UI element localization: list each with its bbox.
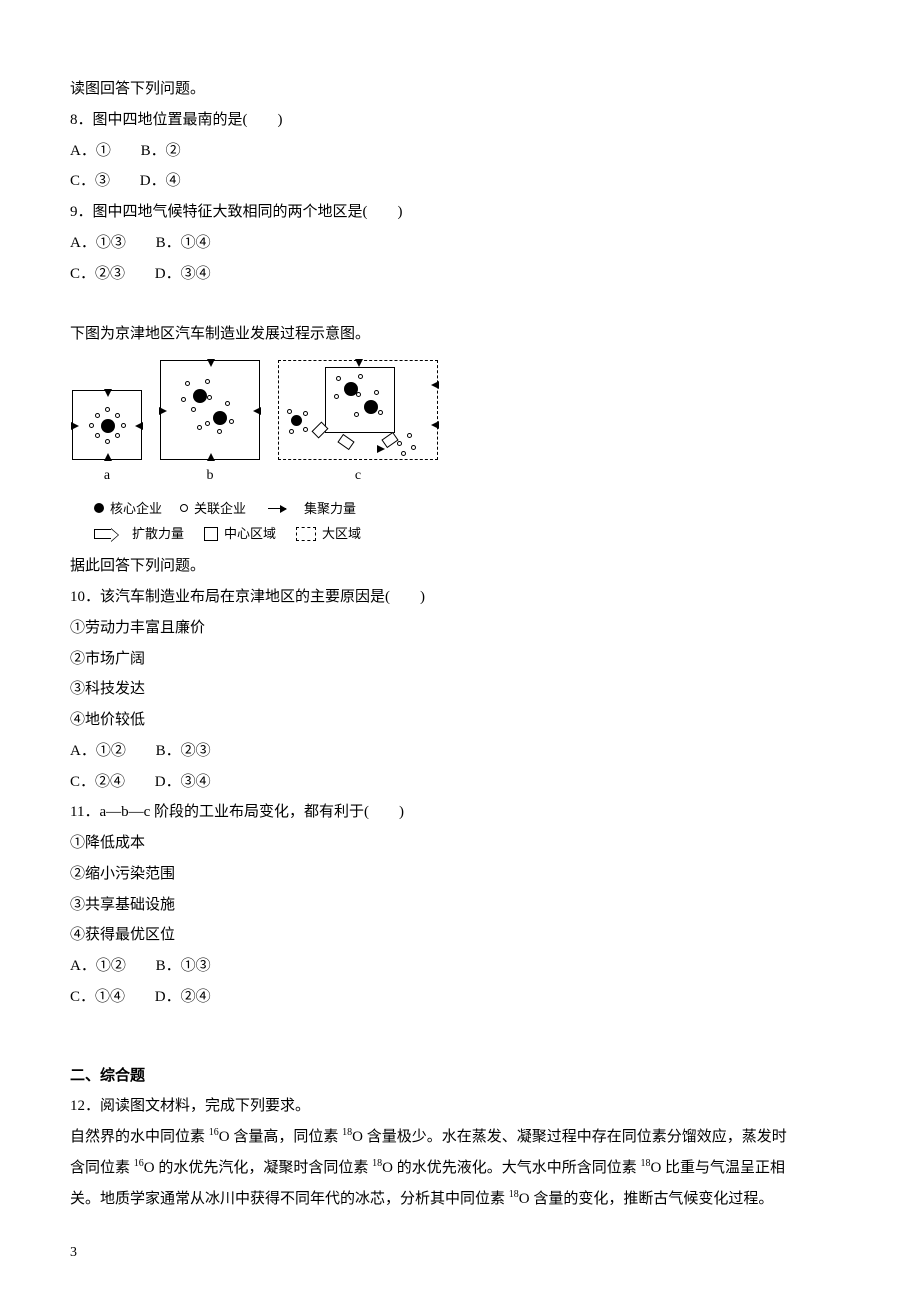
q12-para-line1: 自然界的水中同位素 16O 含量高，同位素 18O 含量极少。水在蒸发、凝聚过程… — [70, 1122, 850, 1153]
figure-legend: 核心企业 关联企业 集聚力量 扩散力量 中心区域 大区域 — [94, 497, 850, 546]
page-number: 3 — [70, 1239, 77, 1268]
intro-text: 读图回答下列问题。 — [70, 74, 850, 105]
q11-c1: ①降低成本 — [70, 828, 850, 859]
q10-opt-c: C．②④ — [70, 767, 125, 798]
q11-c4: ④获得最优区位 — [70, 920, 850, 951]
q10-c4: ④地价较低 — [70, 705, 850, 736]
panel-b: b — [160, 360, 260, 491]
figure-intro: 下图为京津地区汽车制造业发展过程示意图。 — [70, 319, 850, 350]
q8-options-row2: C．③ D．④ — [70, 166, 850, 197]
legend-diff-label: 扩散力量 — [132, 522, 184, 545]
q11-opt-a: A．①② — [70, 951, 126, 982]
panel-c-label: c — [355, 462, 361, 491]
legend-agg-label: 集聚力量 — [304, 497, 356, 520]
q11-opt-d: D．②④ — [155, 982, 211, 1013]
q11-opt-c: C．①④ — [70, 982, 125, 1013]
legend-core-label: 核心企业 — [110, 497, 162, 520]
q10-stem: 10．该汽车制造业布局在京津地区的主要原因是( ) — [70, 582, 850, 613]
legend-assoc-label: 关联企业 — [194, 497, 246, 520]
panel-a-label: a — [104, 462, 110, 491]
legend-big-label: 大区域 — [322, 522, 361, 545]
legend-center-icon — [204, 527, 218, 541]
q12-para-line2: 含同位素 16O 的水优先汽化，凝聚时含同位素 18O 的水优先液化。大气水中所… — [70, 1153, 850, 1184]
q8-opt-d: D．④ — [140, 166, 181, 197]
q8-opt-a: A．① — [70, 136, 111, 167]
q11-c3: ③共享基础设施 — [70, 890, 850, 921]
q8-opt-c: C．③ — [70, 166, 110, 197]
q10-options-row1: A．①② B．②③ — [70, 736, 850, 767]
q9-opt-d: D．③④ — [155, 259, 211, 290]
panel-b-label: b — [207, 462, 214, 491]
panel-a: a — [72, 390, 142, 491]
q12-para-line3: 关。地质学家通常从冰川中获得不同年代的冰芯，分析其中同位素 18O 含量的变化，… — [70, 1184, 850, 1215]
q9-stem: 9．图中四地气候特征大致相同的两个地区是( ) — [70, 197, 850, 228]
q12-stem: 12．阅读图文材料，完成下列要求。 — [70, 1091, 850, 1122]
q8-opt-b: B．② — [141, 136, 181, 167]
q9-options-row2: C．②③ D．③④ — [70, 259, 850, 290]
legend-diff-icon — [94, 529, 112, 539]
q9-opt-c: C．②③ — [70, 259, 125, 290]
q10-opt-b: B．②③ — [156, 736, 211, 767]
panel-c: c — [278, 360, 438, 491]
q10-options-row2: C．②④ D．③④ — [70, 767, 850, 798]
q9-opt-a: A．①③ — [70, 228, 126, 259]
q11-c2: ②缩小污染范围 — [70, 859, 850, 890]
legend-center-label: 中心区域 — [224, 522, 276, 545]
legend-core-icon — [94, 503, 104, 513]
figure-followup: 据此回答下列问题。 — [70, 551, 850, 582]
q10-opt-a: A．①② — [70, 736, 126, 767]
section-2-title: 二、综合题 — [70, 1061, 850, 1092]
legend-agg-icon — [268, 508, 286, 509]
q9-options-row1: A．①③ B．①④ — [70, 228, 850, 259]
figure-diagram: a b — [72, 360, 850, 545]
legend-assoc-icon — [180, 504, 188, 512]
legend-big-icon — [296, 527, 316, 541]
q10-c1: ①劳动力丰富且廉价 — [70, 613, 850, 644]
q10-c2: ②市场广阔 — [70, 644, 850, 675]
q9-opt-b: B．①④ — [156, 228, 211, 259]
q10-c3: ③科技发达 — [70, 674, 850, 705]
q11-stem: 11．a—b—c 阶段的工业布局变化，都有利于( ) — [70, 797, 850, 828]
q11-opt-b: B．①③ — [156, 951, 211, 982]
q10-opt-d: D．③④ — [155, 767, 211, 798]
q11-options-row1: A．①② B．①③ — [70, 951, 850, 982]
q8-stem: 8．图中四地位置最南的是( ) — [70, 105, 850, 136]
q8-options-row1: A．① B．② — [70, 136, 850, 167]
q11-options-row2: C．①④ D．②④ — [70, 982, 850, 1013]
